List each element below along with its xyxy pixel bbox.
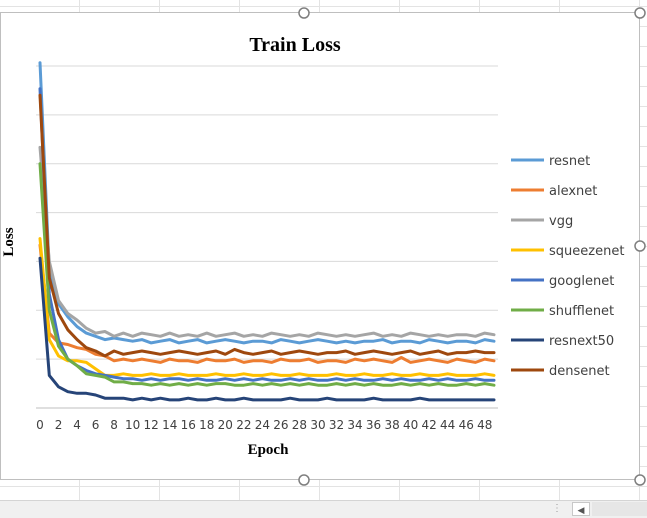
series-line-densenet [38, 93, 496, 358]
y-axis-title: Loss [1, 227, 17, 256]
x-tick-label: 26 [273, 418, 288, 432]
plot-lines [38, 61, 496, 402]
x-tick-label: 6 [92, 418, 100, 432]
horizontal-scrollbar[interactable] [592, 502, 647, 516]
x-tick-label: 40 [403, 418, 418, 432]
series-line-shufflenet [38, 162, 496, 387]
x-tick-label: 20 [218, 418, 233, 432]
x-tick-label: 28 [292, 418, 307, 432]
x-tick-label: 18 [199, 418, 214, 432]
selection-handles[interactable] [298, 7, 646, 486]
x-tick-label: 46 [459, 418, 474, 432]
chart-area[interactable] [0, 12, 640, 480]
x-tick-label: 48 [477, 418, 492, 432]
x-tick-label: 4 [73, 418, 81, 432]
x-tick-label: 22 [236, 418, 251, 432]
x-tick-label: 12 [144, 418, 159, 432]
series-line-squeezenet [38, 237, 496, 377]
x-tick-label: 16 [181, 418, 196, 432]
x-tick-label: 34 [347, 418, 362, 432]
x-tick-label: 24 [255, 418, 270, 432]
legend: resnet alexnet vgg squeezenet googlenet shuff… [511, 154, 624, 379]
series-line-resnet [38, 61, 496, 345]
series-line-vgg [38, 145, 496, 338]
legend-label-vgg: vgg [549, 214, 573, 229]
legend-label-resnet: resnet [549, 154, 590, 169]
x-tick-label: 10 [125, 418, 140, 432]
x-tick-label: 44 [440, 418, 455, 432]
x-tick-label: 0 [36, 418, 44, 432]
legend-label-squeezenet: squeezenet [549, 244, 624, 259]
x-tick-label: 2 [55, 418, 63, 432]
x-tick-label: 8 [110, 418, 118, 432]
chart-title: Train Loss [249, 34, 341, 56]
x-tick-label: 36 [366, 418, 381, 432]
series-line-alexnet [38, 243, 496, 364]
x-tick-labels: 0 2 4 6 8 10 12 14 16 18 20 22 24 26 28 30 32 34 36 38 40 42 4… [36, 418, 492, 432]
resize-handle-bottom-right[interactable] [634, 474, 646, 486]
x-tick-label: 32 [329, 418, 344, 432]
legend-label-resnext50: resnext50 [549, 334, 614, 349]
x-tick-label: 30 [310, 418, 325, 432]
status-bar: ⋮ ◀ [0, 500, 647, 518]
x-tick-label: 42 [422, 418, 437, 432]
resize-handle-right[interactable] [634, 240, 646, 252]
x-axis-title: Epoch [248, 442, 290, 458]
resize-handle-bottom[interactable] [298, 474, 310, 486]
legend-label-shufflenet: shufflenet [549, 304, 614, 319]
resize-handle-top[interactable] [298, 7, 310, 19]
legend-label-alexnet: alexnet [549, 184, 597, 199]
legend-label-googlenet: googlenet [549, 274, 614, 289]
x-tick-label: 14 [162, 418, 177, 432]
legend-label-densenet: densenet [549, 364, 610, 379]
train-loss-chart: Train Loss Epoch Loss 0 2 4 6 8 10 12 14 16 18 20 2… [1, 7, 646, 486]
sheet-splitter-icon[interactable]: ⋮ [552, 503, 563, 514]
scroll-left-button[interactable]: ◀ [572, 502, 590, 516]
series-line-resnext50 [38, 256, 496, 402]
resize-handle-top-right[interactable] [634, 7, 646, 19]
series-line-googlenet [38, 87, 496, 382]
x-tick-label: 38 [384, 418, 399, 432]
